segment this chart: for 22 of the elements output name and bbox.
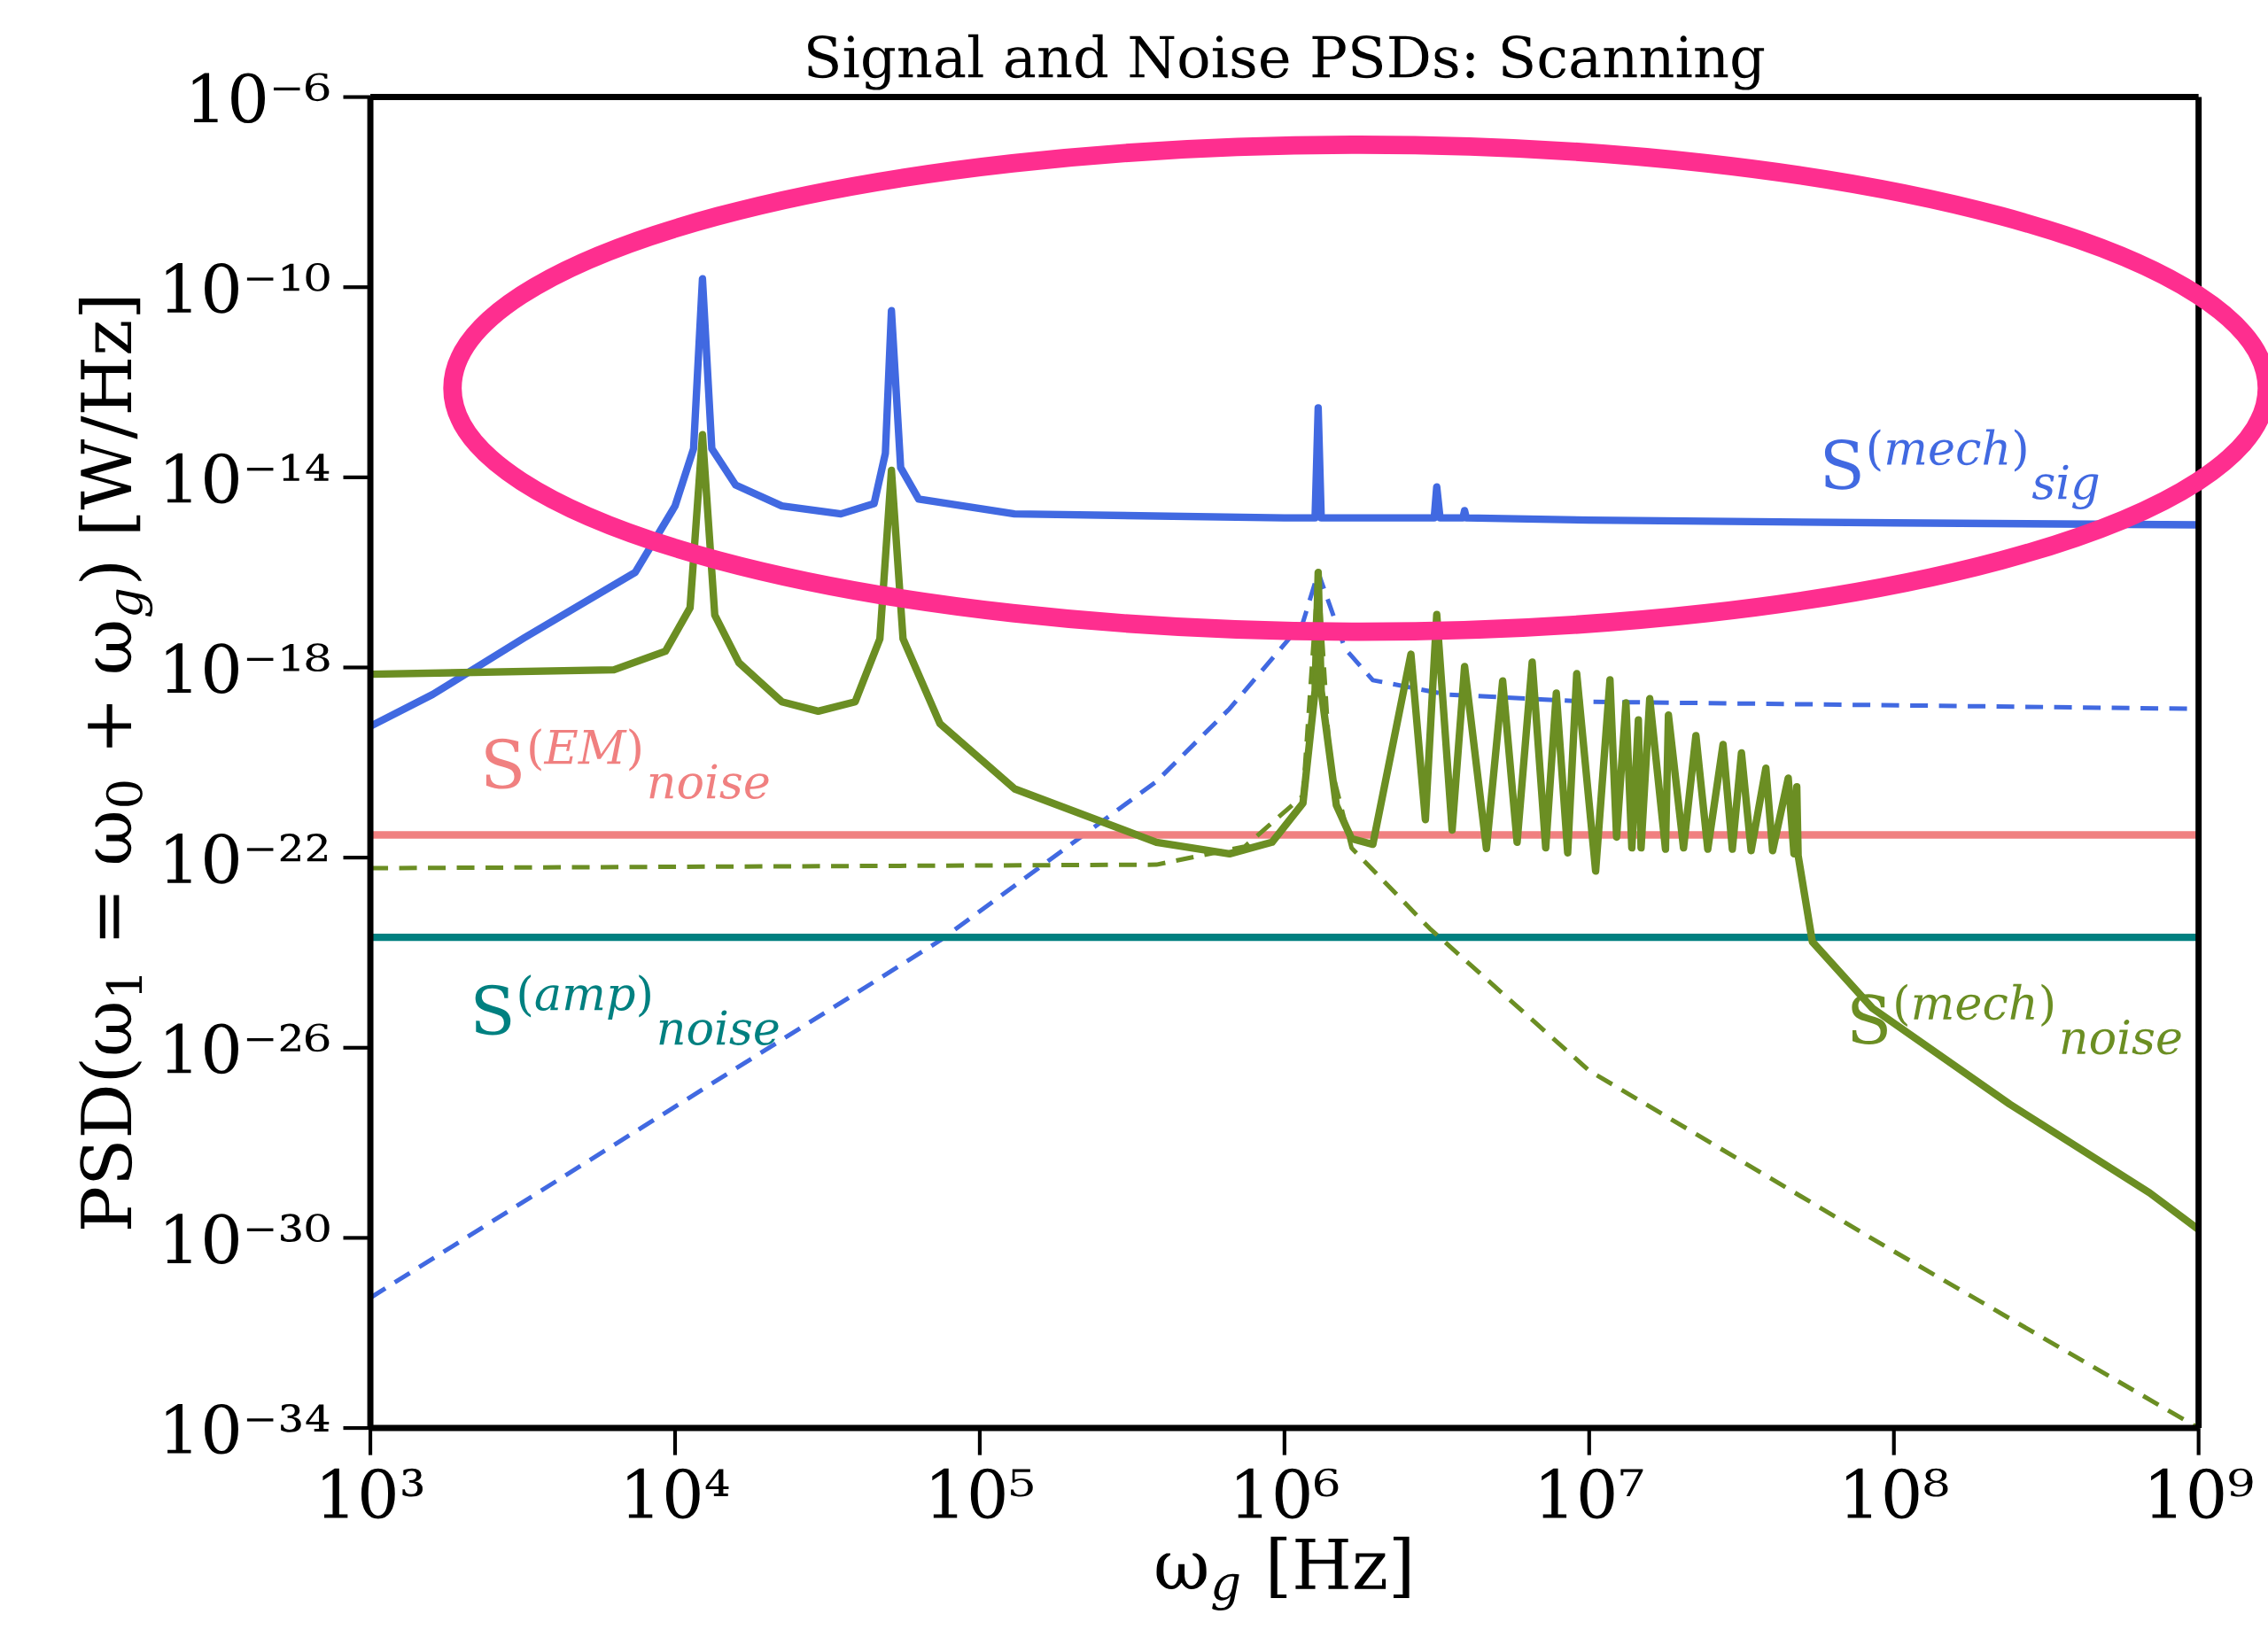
x-tick-label: 10⁸ (1846, 1468, 1948, 1519)
x-tick-label: 10⁹ (2151, 1468, 2253, 1519)
y-tick-label: 10⁻¹⁸ (166, 643, 330, 694)
y-tick-label: 10⁻²⁶ (166, 1023, 330, 1075)
y-tick-label: 10⁻¹⁴ (166, 453, 330, 504)
x-axis-title: ω$_{g}$ [Hz] (1156, 1536, 1410, 1610)
series-label: S$^{(mech)}$$_{sig}$ (1824, 429, 2099, 509)
y-tick-label: 10⁻⁶ (192, 73, 330, 124)
series-label: S$^{(mech)}$$_{noise}$ (1852, 983, 2181, 1055)
x-tick-label: 10⁷ (1542, 1468, 1643, 1519)
series-label: S$^{(EM)}$$_{noise}$ (485, 728, 769, 799)
y-tick-label: 10⁻¹⁰ (166, 263, 330, 314)
y-tick-label: 10⁻³⁴ (166, 1403, 330, 1455)
chart-title: Signal and Noise PSDs: Scanning (808, 34, 1765, 90)
x-tick-label: 10³ (322, 1468, 423, 1519)
y-tick-label: 10⁻³⁰ (166, 1214, 330, 1264)
y-tick-label: 10⁻²² (166, 833, 327, 884)
y-axis-title: PSD(ω$_{1}$ = ω$_{0}$ + ω$_{g}$) [W/Hz] (78, 299, 153, 1229)
x-tick-label: 10⁶ (1237, 1468, 1339, 1519)
x-tick-label: 10⁴ (627, 1468, 729, 1519)
series-label: S$^{(amp)}$$_{noise}$ (475, 974, 779, 1045)
x-tick-label: 10⁵ (932, 1468, 1033, 1519)
